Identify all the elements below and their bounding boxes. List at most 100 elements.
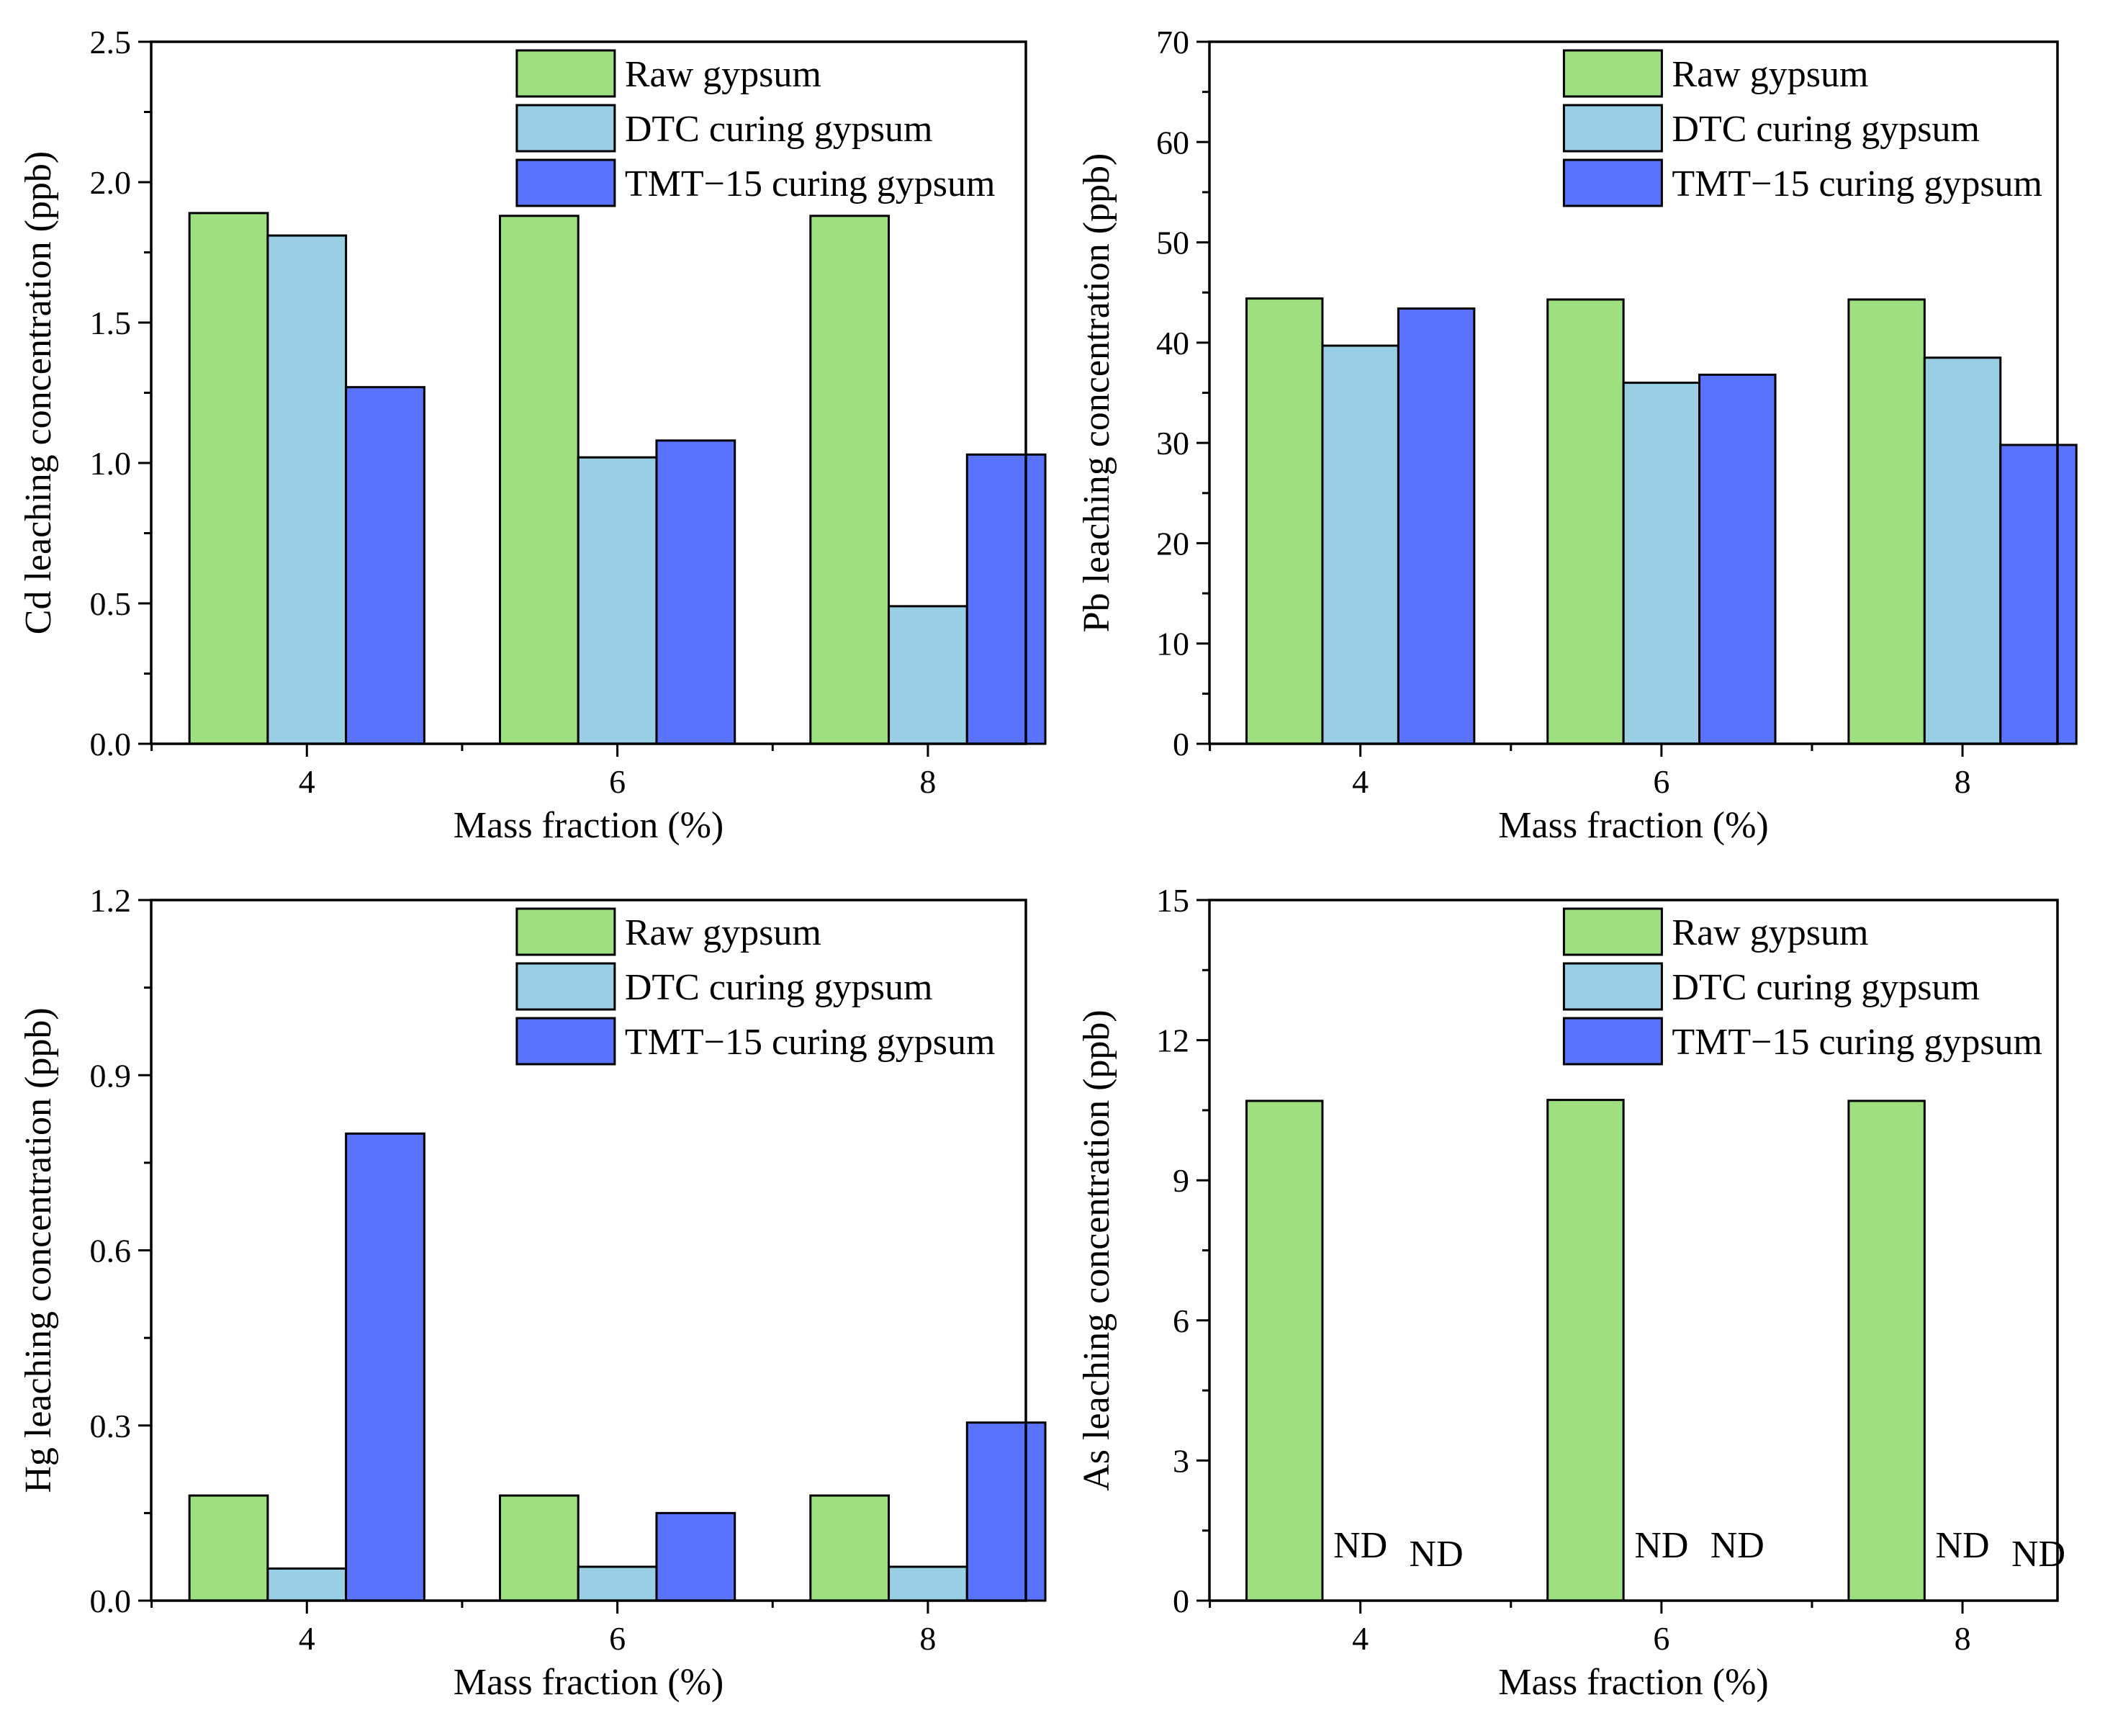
legend-swatch-raw xyxy=(1562,907,1663,956)
chart-panel-bottom-right: 0 3 6 9 12 15 4 6 8 Mass fraction (%) As leaching … xyxy=(1076,882,2065,1703)
bar-raw-6 xyxy=(498,1494,580,1602)
chart-panel-bottom-left: 0.0 0.3 0.6 0.9 1.2 4 6 8 Mass fraction (%) Hg le… xyxy=(18,882,1047,1703)
bar-raw-4 xyxy=(188,1494,269,1602)
legend-label: Raw gypsum xyxy=(625,912,821,953)
bar-dtc-4 xyxy=(1321,344,1399,745)
legend-label: DTC curing gypsum xyxy=(1672,967,1980,1008)
legend-label: Raw gypsum xyxy=(625,54,821,95)
y-tick-label: 0.0 xyxy=(90,726,132,763)
bar-raw-4 xyxy=(1245,1099,1324,1602)
legend-swatch-dtc xyxy=(1562,962,1663,1011)
bar-dtc-6 xyxy=(577,456,658,745)
y-tick-label: 15 xyxy=(1156,882,1189,919)
bar-dtc-8 xyxy=(1923,356,2002,745)
y-tick-label: 70 xyxy=(1156,24,1189,60)
legend-swatch-dtc xyxy=(515,962,616,1011)
x-axis-label: Mass fraction (%) xyxy=(1498,1662,1768,1703)
y-tick-label: 0.0 xyxy=(90,1583,132,1619)
chart-panel-top-right: 0 10 20 30 40 50 60 70 4 6 8 Mass fraction (%) Pb le… xyxy=(1076,24,2078,846)
legend-swatch-raw xyxy=(515,49,616,98)
legend-swatch-tmt xyxy=(1562,158,1663,207)
bar-raw-6 xyxy=(1546,1099,1625,1602)
y-tick-label: 50 xyxy=(1156,225,1189,261)
bar-tmt-6 xyxy=(655,1511,736,1602)
x-axis-label: Mass fraction (%) xyxy=(454,805,724,846)
legend-swatch-raw xyxy=(1562,49,1663,98)
y-tick-label: 20 xyxy=(1156,525,1189,562)
legend-label: TMT−15 curing gypsum xyxy=(1672,163,2042,204)
y-tick-label: 9 xyxy=(1173,1162,1189,1199)
y-tick-label: 0 xyxy=(1173,726,1189,763)
x-axis-label: Mass fraction (%) xyxy=(454,1662,724,1703)
x-tick-label: 8 xyxy=(919,763,936,800)
y-tick-label: 1.5 xyxy=(90,305,132,341)
bar-tmt-4 xyxy=(345,1132,425,1602)
y-tick-label: 0.5 xyxy=(90,585,132,622)
legend-swatch-tmt xyxy=(515,1017,616,1066)
y-tick-label: 3 xyxy=(1173,1442,1189,1479)
legend-swatch-dtc xyxy=(515,104,616,153)
y-tick-label: 2.0 xyxy=(90,164,132,201)
bar-raw-4 xyxy=(188,212,269,745)
bar-raw-8 xyxy=(1847,1099,1926,1602)
x-tick-label: 6 xyxy=(609,1620,626,1657)
nd-annotation: ND xyxy=(1936,1525,1990,1566)
x-tick-label: 6 xyxy=(1653,763,1669,800)
legend-swatch-dtc xyxy=(1562,104,1663,153)
bar-dtc-6 xyxy=(1622,382,1701,745)
x-tick-label: 4 xyxy=(1352,763,1369,800)
bar-tmt-8 xyxy=(1999,444,2078,745)
nd-annotation: ND xyxy=(1710,1525,1764,1566)
x-tick-label: 4 xyxy=(1352,1620,1369,1657)
x-axis-label: Mass fraction (%) xyxy=(1498,805,1768,846)
bar-dtc-6 xyxy=(577,1565,658,1602)
y-tick-label: 10 xyxy=(1156,626,1189,662)
bar-tmt-6 xyxy=(655,439,736,745)
legend-label: Raw gypsum xyxy=(1672,54,1868,95)
x-tick-label: 8 xyxy=(1955,763,1971,800)
y-tick-label: 0.6 xyxy=(90,1233,132,1269)
y-axis-label: Cd leaching concentration (ppb) xyxy=(18,151,59,634)
legend-swatch-raw xyxy=(515,907,616,956)
bar-tmt-8 xyxy=(965,453,1047,745)
y-tick-label: 1.0 xyxy=(90,445,132,482)
y-tick-label: 2.5 xyxy=(90,24,132,60)
y-axis-label: As leaching concentration (ppb) xyxy=(1076,1009,1117,1491)
x-tick-label: 4 xyxy=(299,763,315,800)
bar-raw-6 xyxy=(498,215,580,745)
bar-tmt-6 xyxy=(1698,373,1777,745)
bar-dtc-8 xyxy=(888,1565,968,1602)
x-tick-label: 6 xyxy=(609,763,626,800)
y-tick-label: 60 xyxy=(1156,124,1189,161)
y-tick-label: 0 xyxy=(1173,1583,1189,1619)
nd-annotation: ND xyxy=(1634,1525,1688,1566)
bar-dtc-4 xyxy=(266,1567,348,1602)
legend-label: DTC curing gypsum xyxy=(625,109,933,150)
legend-label: TMT−15 curing gypsum xyxy=(1672,1022,2042,1063)
bar-tmt-8 xyxy=(965,1421,1047,1602)
y-axis-label: Pb leaching concentration (ppb) xyxy=(1076,153,1117,633)
y-tick-label: 1.2 xyxy=(90,882,132,919)
bar-raw-6 xyxy=(1546,298,1625,745)
x-tick-label: 4 xyxy=(299,1620,315,1657)
y-tick-label: 30 xyxy=(1156,425,1189,462)
y-axis-label: Hg leaching concentration (ppb) xyxy=(18,1007,59,1493)
chart-panel-top-left: 0.0 0.5 1.0 1.5 2.0 2.5 4 6 8 Mass fraction (%) Cd… xyxy=(18,24,1047,846)
bar-raw-8 xyxy=(809,1494,891,1602)
legend-label: DTC curing gypsum xyxy=(1672,109,1980,150)
bar-raw-4 xyxy=(1245,297,1324,745)
nd-annotation: ND xyxy=(2011,1534,2065,1575)
legend-label: Raw gypsum xyxy=(1672,912,1868,953)
x-tick-label: 6 xyxy=(1653,1620,1669,1657)
legend-label: TMT−15 curing gypsum xyxy=(625,1022,996,1063)
legend-label: TMT−15 curing gypsum xyxy=(625,163,996,204)
y-tick-label: 12 xyxy=(1156,1022,1189,1059)
nd-annotation: ND xyxy=(1333,1525,1387,1566)
bar-dtc-8 xyxy=(888,605,968,745)
x-tick-label: 8 xyxy=(1955,1620,1971,1657)
nd-annotation: ND xyxy=(1410,1534,1464,1575)
bar-tmt-4 xyxy=(1397,307,1476,745)
legend-label: DTC curing gypsum xyxy=(625,967,933,1008)
bar-raw-8 xyxy=(1847,298,1926,745)
